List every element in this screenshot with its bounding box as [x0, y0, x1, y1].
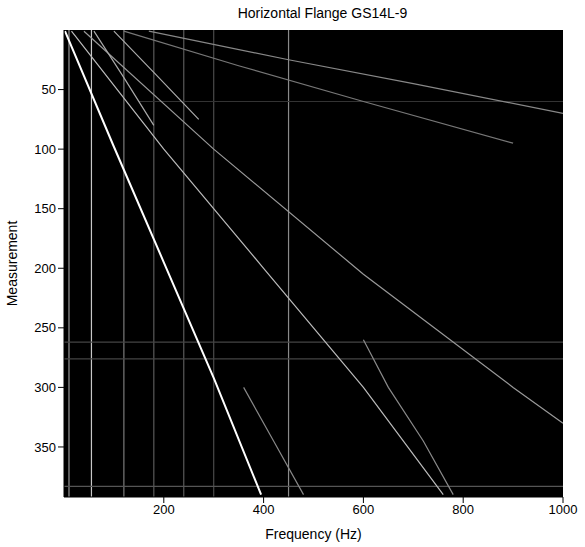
svg-text:400: 400 [253, 502, 275, 517]
svg-text:150: 150 [34, 201, 56, 216]
html-text:Horizontal Flange GS14L-9: Horizontal Flange GS14L-9 [237, 5, 408, 21]
svg-text:Frequency (Hz): Frequency (Hz) [265, 526, 361, 542]
svg-text:600: 600 [353, 502, 375, 517]
svg-text:250: 250 [34, 320, 56, 335]
svg-text:800: 800 [452, 502, 474, 517]
svg-text:100: 100 [34, 142, 56, 157]
svg-text:50: 50 [42, 82, 56, 97]
svg-text:200: 200 [153, 502, 175, 517]
svg-text:Measurement: Measurement [4, 221, 20, 307]
svg-text:1000: 1000 [549, 502, 578, 517]
svg-text:300: 300 [34, 380, 56, 395]
svg-text:200: 200 [34, 261, 56, 276]
svg-text:350: 350 [34, 440, 56, 455]
